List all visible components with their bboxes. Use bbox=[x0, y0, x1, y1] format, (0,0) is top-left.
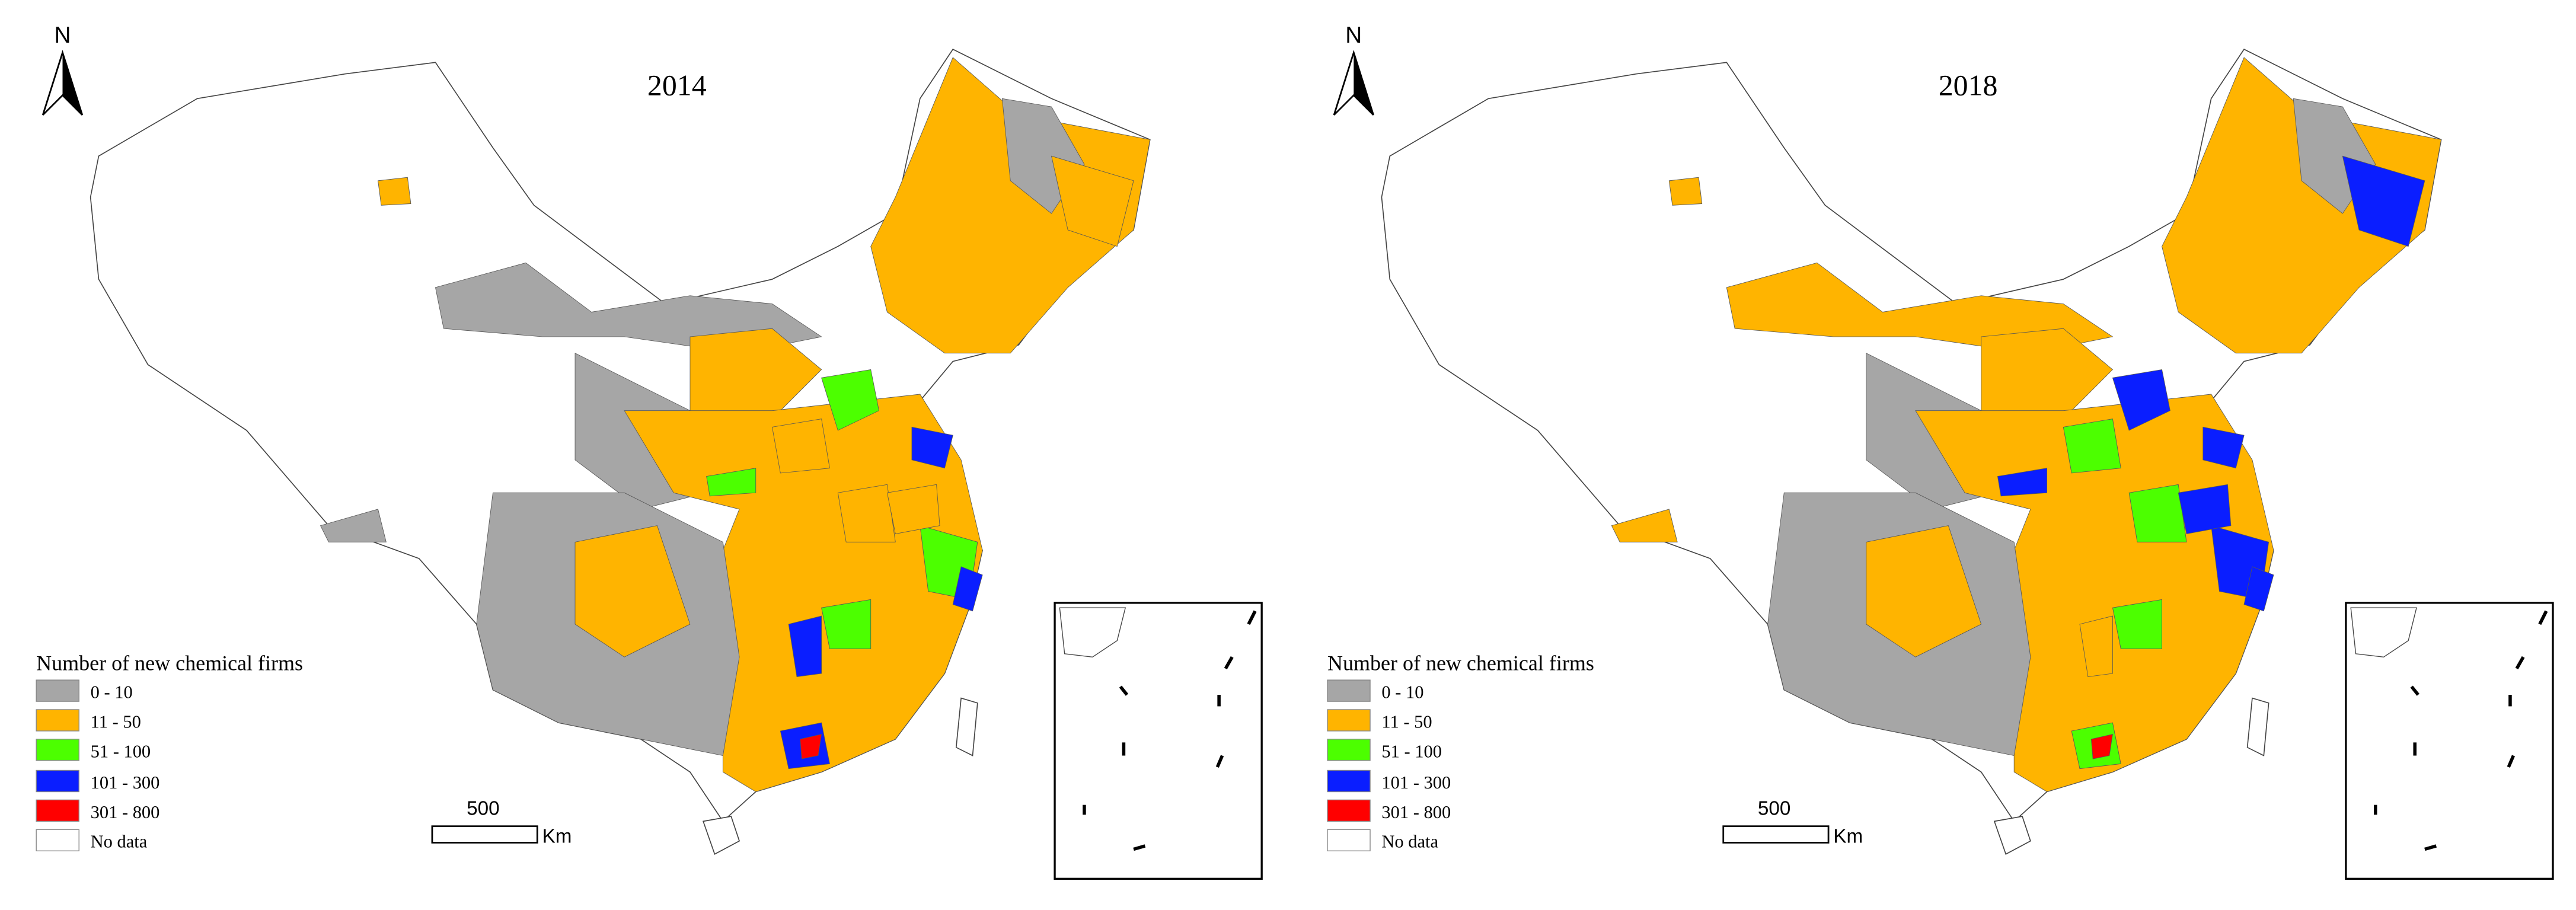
region bbox=[690, 328, 822, 419]
inset-dash bbox=[1133, 844, 1146, 851]
region bbox=[2202, 426, 2245, 469]
legend-label: 11 - 50 bbox=[1381, 711, 1432, 732]
legend-label: 101 - 300 bbox=[91, 772, 160, 793]
scale-bar bbox=[431, 825, 538, 844]
region bbox=[870, 57, 1151, 354]
legend-label: 0 - 10 bbox=[91, 682, 133, 703]
region bbox=[1981, 328, 2114, 419]
legend-label: 101 - 300 bbox=[1381, 772, 1451, 793]
region bbox=[2063, 419, 2121, 474]
region bbox=[2342, 155, 2425, 247]
legend-swatch bbox=[36, 739, 79, 761]
legend-swatch bbox=[36, 709, 79, 732]
region bbox=[771, 419, 830, 474]
legend-label: 51 - 100 bbox=[91, 741, 151, 761]
region bbox=[821, 599, 872, 649]
legend-swatch bbox=[1327, 829, 1371, 851]
region bbox=[837, 484, 896, 542]
region bbox=[2112, 369, 2170, 431]
region bbox=[2112, 599, 2162, 649]
region bbox=[2243, 566, 2274, 612]
inset-dash bbox=[1119, 685, 1129, 696]
region bbox=[911, 426, 953, 469]
region bbox=[1611, 509, 1678, 542]
inset-dash bbox=[1224, 656, 1234, 670]
inset-dash bbox=[2507, 755, 2516, 768]
region bbox=[2079, 615, 2113, 678]
region bbox=[821, 369, 880, 431]
region bbox=[320, 509, 387, 542]
legend-label: No data bbox=[1381, 832, 1438, 852]
hainan bbox=[703, 816, 740, 855]
region bbox=[706, 468, 756, 497]
legend-label: 0 - 10 bbox=[1381, 682, 1423, 703]
inset-dash bbox=[2410, 685, 2419, 696]
north-label: N bbox=[1345, 23, 1362, 48]
scale-label: 500 bbox=[467, 797, 499, 819]
region bbox=[788, 615, 822, 678]
legend-swatch bbox=[36, 799, 79, 822]
region bbox=[952, 566, 983, 612]
legend-swatch bbox=[1327, 709, 1371, 732]
region bbox=[1668, 177, 1703, 206]
inset-dash bbox=[2538, 610, 2548, 625]
region bbox=[2162, 57, 2442, 354]
region bbox=[2090, 733, 2113, 759]
inset-land bbox=[2350, 607, 2417, 658]
map-panel: 2018 N Number of new chemical firms 0 - 10 1… bbox=[1327, 23, 2554, 880]
inset-dash bbox=[1247, 610, 1257, 625]
taiwan bbox=[955, 697, 978, 756]
region bbox=[2128, 484, 2187, 542]
legend-label: 301 - 800 bbox=[91, 802, 160, 822]
legend-swatch bbox=[36, 829, 79, 851]
legend-title: Number of new chemical firms bbox=[36, 651, 303, 675]
north-label: N bbox=[55, 23, 71, 48]
inset-dash bbox=[2424, 844, 2437, 851]
legend-label: 51 - 100 bbox=[1381, 741, 1442, 761]
legend-title: Number of new chemical firms bbox=[1327, 651, 1594, 675]
scale-bar bbox=[1722, 825, 1830, 844]
map-panel: 2014 N Number of new chemical firms 0 - 10 1… bbox=[36, 23, 1263, 880]
legend-swatch bbox=[1327, 739, 1371, 761]
legend-swatch bbox=[36, 769, 79, 793]
region bbox=[378, 177, 411, 206]
hainan bbox=[1993, 816, 2031, 855]
region bbox=[1051, 155, 1134, 247]
legend-swatch bbox=[1327, 799, 1371, 822]
region bbox=[2178, 484, 2232, 534]
panel-title: 2018 bbox=[1939, 69, 1998, 102]
legend-swatch bbox=[36, 679, 79, 702]
region bbox=[574, 525, 691, 657]
scale-unit: Km bbox=[542, 825, 572, 847]
legend-swatch bbox=[1327, 769, 1371, 793]
inset-land bbox=[1059, 607, 1126, 658]
inset-dash bbox=[1215, 755, 1224, 768]
legend-label: 301 - 800 bbox=[1381, 802, 1451, 822]
panel-title: 2014 bbox=[647, 69, 707, 102]
legend-label: No data bbox=[91, 832, 148, 852]
legend-label: 11 - 50 bbox=[91, 711, 141, 732]
scale-unit: Km bbox=[1833, 825, 1863, 847]
region bbox=[435, 262, 822, 354]
region bbox=[1997, 468, 2048, 497]
scale-label: 500 bbox=[1758, 797, 1790, 819]
region bbox=[886, 484, 940, 534]
region bbox=[1726, 262, 2114, 354]
taiwan bbox=[2246, 697, 2269, 756]
region bbox=[1866, 525, 1982, 657]
inset-dash bbox=[2515, 656, 2525, 670]
region bbox=[800, 733, 822, 759]
legend-swatch bbox=[1327, 679, 1371, 702]
